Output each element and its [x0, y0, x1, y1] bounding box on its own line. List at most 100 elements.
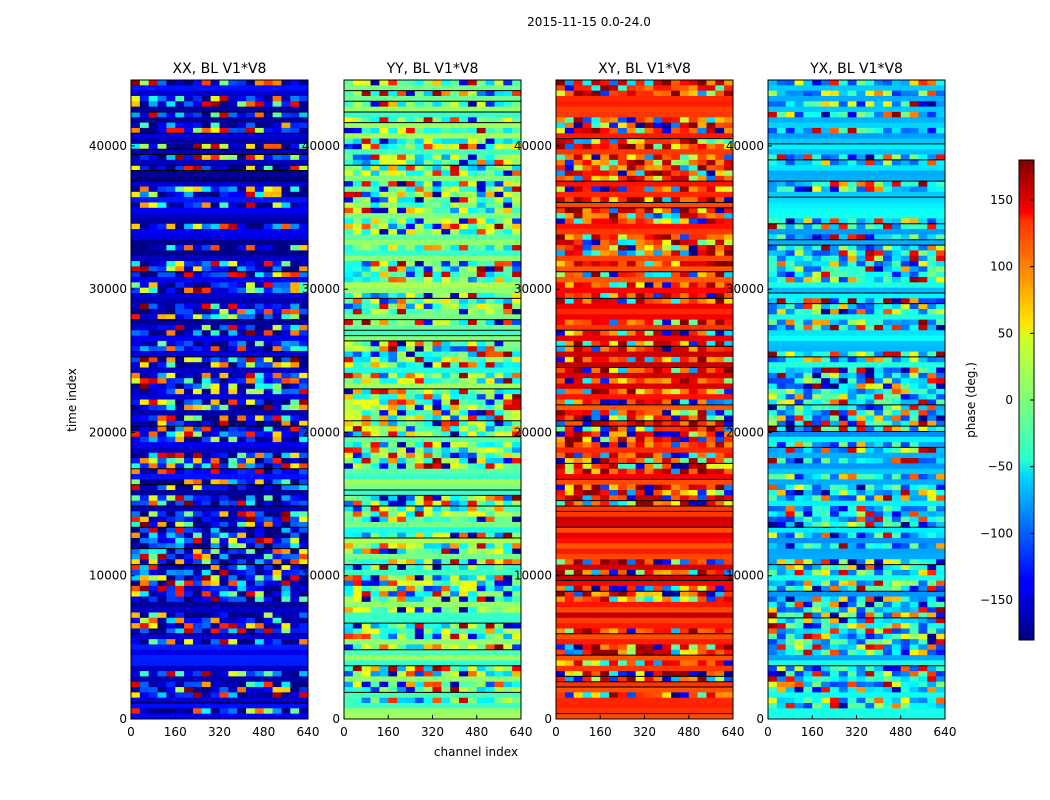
x-tick-label: 480 — [252, 725, 275, 739]
heatmap-cell — [272, 80, 282, 86]
heatmap-cell — [210, 617, 220, 624]
heatmap-cell — [299, 463, 309, 470]
x-tick-label: 640 — [510, 725, 533, 739]
heatmap-cell — [388, 474, 398, 480]
heatmap-cell — [397, 521, 407, 528]
heatmap-cell — [485, 351, 495, 358]
heatmap-cell — [184, 607, 194, 613]
heatmap-cell — [423, 95, 433, 102]
heatmap-cell — [139, 628, 150, 635]
heatmap-cell — [184, 356, 194, 363]
heatmap-cell — [157, 553, 167, 560]
heatmap-cell — [494, 527, 504, 534]
heatmap-cell — [476, 170, 486, 177]
heatmap-cell — [148, 495, 158, 502]
heatmap-cell — [423, 671, 433, 677]
heatmap-cell — [405, 468, 416, 475]
heatmap-cell — [166, 607, 176, 613]
heatmap-cell — [166, 80, 176, 86]
heatmap-cell — [246, 490, 256, 496]
heatmap-cell — [503, 335, 513, 342]
heatmap-cell — [361, 458, 371, 464]
heatmap-cell — [157, 218, 167, 225]
heatmap-cell — [175, 553, 185, 560]
heatmap-cell — [148, 628, 158, 635]
heatmap-cell — [379, 255, 389, 262]
heatmap-cell — [166, 234, 176, 241]
heatmap-cell — [352, 458, 363, 464]
heatmap-cell — [210, 585, 220, 592]
heatmap-cell — [157, 708, 167, 715]
heatmap-cell — [379, 537, 389, 544]
heatmap-cell — [459, 681, 469, 688]
heatmap-cell — [397, 553, 407, 560]
heatmap-cell — [175, 181, 185, 187]
heatmap-cell — [423, 314, 433, 321]
heatmap-cell — [201, 378, 212, 384]
heatmap-cell — [494, 154, 504, 161]
heatmap-cell — [467, 410, 478, 416]
heatmap-cell — [512, 303, 522, 310]
heatmap-cell — [219, 266, 229, 273]
heatmap-cell — [228, 378, 238, 384]
heatmap-cell — [441, 495, 451, 502]
heatmap-cell — [405, 239, 416, 246]
heatmap-cell — [503, 223, 513, 230]
heatmap-cell — [201, 596, 212, 603]
heatmap-cell — [467, 543, 478, 550]
heatmap-cell — [290, 159, 300, 166]
heatmap-cell — [299, 298, 309, 305]
heatmap-cell — [467, 149, 478, 155]
heatmap-cell — [131, 186, 141, 193]
heatmap-cell — [263, 154, 273, 161]
heatmap-cell — [201, 356, 212, 363]
heatmap-cell — [485, 500, 495, 507]
heatmap-cell — [423, 548, 433, 555]
heatmap-cell — [432, 676, 442, 683]
heatmap-cell — [254, 293, 265, 299]
heatmap-cell — [290, 426, 300, 432]
heatmap-cell — [131, 399, 141, 406]
heatmap-cell — [254, 138, 265, 145]
heatmap-cell — [210, 340, 220, 347]
heatmap-cell — [450, 649, 460, 656]
heatmap-cell — [237, 378, 247, 384]
heatmap-cell — [494, 133, 504, 139]
heatmap-cell — [299, 191, 309, 198]
heatmap-cell — [388, 213, 398, 219]
heatmap-cell — [476, 601, 486, 608]
heatmap-cell — [237, 85, 247, 92]
heatmap-cell — [192, 175, 203, 182]
heatmap-cell — [388, 569, 398, 576]
heatmap-cell — [370, 287, 380, 294]
heatmap-cell — [237, 399, 247, 406]
heatmap-cell — [352, 415, 363, 422]
heatmap-cell — [459, 239, 469, 246]
heatmap-cell — [237, 298, 247, 305]
heatmap-cell — [503, 383, 513, 390]
heatmap-cell — [148, 548, 158, 555]
heatmap-cell — [414, 490, 425, 496]
heatmap-cell — [432, 261, 442, 267]
heatmap-cell — [361, 319, 371, 326]
heatmap-cell — [370, 335, 380, 342]
heatmap-cell — [131, 95, 141, 102]
heatmap-cell — [512, 261, 522, 267]
heatmap-cell — [184, 490, 194, 496]
heatmap-cell — [210, 319, 220, 326]
heatmap-cell — [184, 234, 194, 241]
heatmap-cell — [219, 271, 229, 278]
heatmap-cell — [494, 138, 504, 145]
heatmap-cell — [246, 202, 256, 209]
heatmap-cell — [272, 623, 282, 629]
heatmap-cell — [192, 628, 203, 635]
heatmap-cell — [201, 671, 212, 677]
heatmap-cell — [157, 681, 167, 688]
heatmap-cell — [397, 111, 407, 118]
heatmap-cell — [246, 543, 256, 550]
heatmap-cell — [166, 239, 176, 246]
heatmap-cell — [175, 532, 185, 539]
heatmap-cell — [290, 213, 300, 219]
heatmap-cell — [361, 708, 371, 715]
heatmap-cell — [476, 197, 486, 203]
